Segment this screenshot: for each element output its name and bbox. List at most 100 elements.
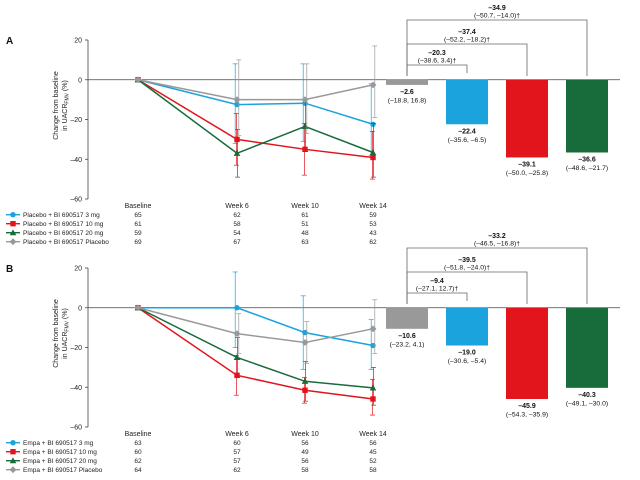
n-at-risk: 62 — [233, 467, 241, 474]
legend-item-1: Placebo + BI 690517 10 mg 61 58 51 53 — [6, 221, 377, 228]
legend-item-2: Placebo + BI 690517 20 mg 59 54 48 43 — [6, 229, 377, 237]
series-line — [137, 79, 374, 125]
y-axis-label-line1: Change from baseline — [53, 299, 60, 368]
bar-value-label: –19.0 — [458, 350, 476, 357]
data-point — [370, 154, 376, 161]
n-at-risk: 67 — [233, 239, 241, 246]
comparison-value: –33.2 — [488, 233, 506, 240]
y-axis-label-sub: FMV — [65, 92, 71, 103]
series-line — [137, 307, 374, 389]
legend-marker — [9, 457, 17, 464]
comparison-ci: (–27.1, 12.7)† — [416, 286, 459, 293]
x-tick-label: Week 6 — [225, 203, 249, 210]
x-tick-label: Baseline — [125, 431, 152, 438]
y-axis-label-unit: (%) — [62, 80, 69, 93]
y-tick-label: –40 — [70, 385, 82, 392]
legend-item-0: Placebo + BI 690517 3 mg 65 62 61 59 — [6, 212, 377, 219]
n-at-risk: 58 — [301, 467, 309, 474]
bar — [566, 307, 608, 388]
legend-label: Empa + BI 690517 Placebo — [23, 467, 103, 474]
series-line — [137, 79, 374, 159]
bar-group-3: –36.6 (–48.6, –21.7) — [566, 79, 608, 172]
n-at-risk: 52 — [369, 458, 377, 465]
bar — [506, 307, 548, 399]
legend-item-3: Placebo + BI 690517 Placebo 69 67 63 62 — [6, 238, 377, 246]
legend-item-2: Empa + BI 690517 20 mg 62 57 56 52 — [6, 457, 377, 465]
bar — [446, 79, 488, 125]
comparison-value: –20.3 — [428, 50, 446, 57]
n-at-risk: 60 — [134, 449, 142, 456]
data-point — [301, 377, 309, 384]
panel-b: B 20 0 –20 –40 –60 Change from baseline in UACR… — [6, 233, 620, 474]
n-at-risk: 61 — [301, 212, 309, 219]
x-tick-label: Week 10 — [291, 431, 319, 438]
bar-group-0: –10.6(–23.2, 4.1) — [386, 307, 428, 348]
legend-label: Empa + BI 690517 20 mg — [23, 458, 97, 465]
bar-group-2: –39.1 (–50.0, –25.8) — [506, 79, 548, 177]
n-at-risk: 58 — [233, 221, 241, 228]
bar-group-1: –19.0(–30.6, –5.4) — [446, 307, 488, 365]
panel-label: B — [6, 264, 13, 275]
series-0 — [135, 271, 376, 370]
n-at-risk: 48 — [301, 230, 309, 237]
y-axis-label-line2: in UACR — [62, 104, 69, 131]
series-line — [137, 79, 374, 101]
data-point — [233, 149, 241, 156]
y-tick-label: 0 — [78, 305, 82, 312]
data-point — [301, 96, 309, 104]
data-point — [370, 342, 376, 349]
x-tick-label: Week 14 — [359, 431, 387, 438]
n-at-risk: 62 — [233, 212, 241, 219]
comparison-bracket — [406, 64, 468, 73]
n-at-risk: 69 — [134, 239, 142, 246]
n-at-risk: 65 — [134, 212, 142, 219]
panel-a: A 20 0 –20 –40 –60 Change from baseline in UACR… — [6, 5, 620, 246]
n-at-risk: 54 — [233, 230, 241, 237]
y-axis-label-line1: Change from baseline — [53, 71, 60, 140]
y-tick-label: 20 — [74, 38, 82, 45]
series-3 — [134, 299, 378, 364]
n-at-risk: 51 — [301, 221, 309, 228]
data-point — [233, 354, 241, 361]
data-point — [370, 396, 376, 402]
panel-label: A — [6, 36, 13, 47]
bar-ci-label: (–35.6, –6.5) — [448, 137, 487, 144]
legend-item-3: Empa + BI 690517 Placebo 64 62 58 58 — [6, 466, 377, 474]
bar-group-2: –45.9(–54.3, –35.9) — [506, 307, 548, 418]
comparison-ci: (–50.7, –14.0)† — [474, 13, 520, 20]
series-3 — [134, 45, 378, 136]
n-at-risk: 49 — [301, 449, 309, 456]
data-point — [370, 121, 376, 127]
data-point — [302, 387, 308, 393]
n-at-risk: 45 — [369, 449, 377, 456]
series-line — [137, 79, 374, 155]
data-point — [234, 101, 240, 108]
data-point — [134, 304, 142, 312]
n-at-risk: 62 — [134, 458, 142, 465]
n-at-risk: 58 — [369, 467, 377, 474]
bar — [506, 79, 548, 158]
n-at-risk: 59 — [369, 212, 377, 219]
n-at-risk: 61 — [134, 221, 142, 228]
data-point — [369, 149, 377, 156]
legend-item-0: Empa + BI 690517 3 mg 63 60 56 56 — [6, 440, 377, 447]
bar-value-label: –39.1 — [518, 161, 536, 168]
y-tick-label: –60 — [70, 197, 82, 204]
comparison-value: –37.4 — [458, 29, 476, 36]
comparison-bracket — [406, 247, 588, 304]
n-at-risk: 53 — [369, 221, 377, 228]
bar-ci-label: (–49.1, –30.0) — [566, 400, 608, 407]
data-point — [234, 136, 240, 143]
series-line — [137, 307, 374, 344]
y-axis-label: Change from baseline in UACRFMV (%) — [53, 299, 71, 368]
legend-marker — [10, 212, 16, 218]
legend-marker — [9, 229, 17, 236]
y-axis-label-unit: (%) — [62, 308, 69, 321]
legend-label: Placebo + BI 690517 Placebo — [23, 239, 109, 246]
comparison-value: –39.5 — [458, 257, 476, 264]
legend-marker — [9, 466, 17, 474]
bar-ci-label: (–18.8, 16.8) — [388, 97, 427, 104]
data-point — [302, 146, 308, 153]
legend-label: Empa + BI 690517 3 mg — [23, 440, 94, 447]
series-1 — [135, 305, 376, 416]
